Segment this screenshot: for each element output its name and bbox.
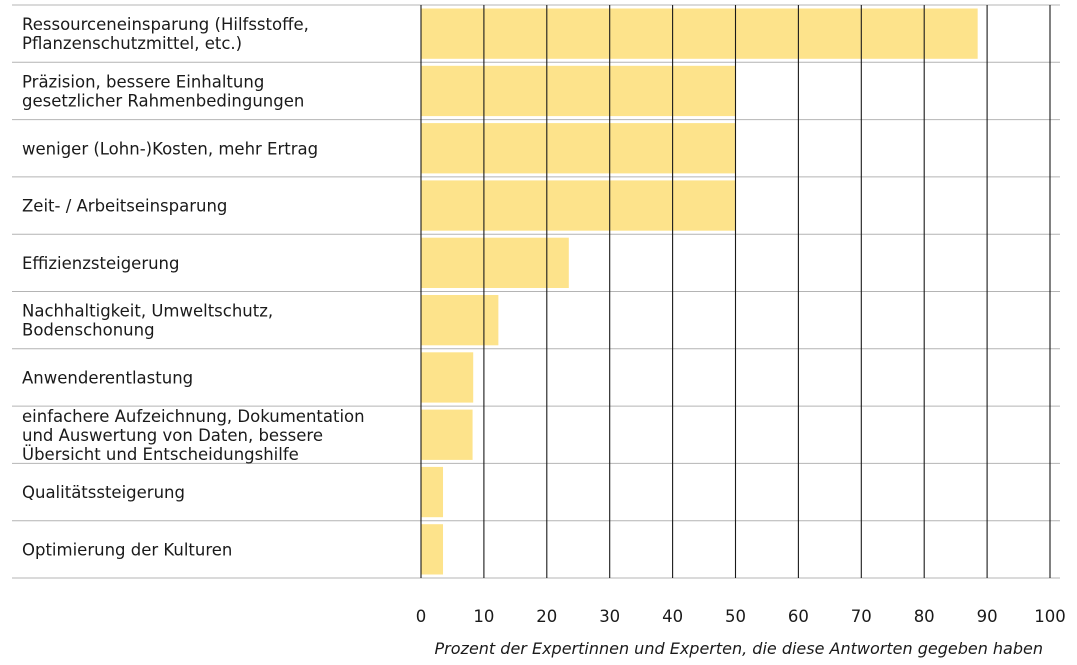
- x-tick-label: 100: [1034, 607, 1066, 626]
- category-label: Effizienzsteigerung: [22, 254, 180, 273]
- x-tick-label: 60: [788, 607, 809, 626]
- bar: [421, 409, 473, 460]
- category-label-line: weniger (Lohn-)Kosten, mehr Ertrag: [22, 139, 318, 158]
- category-label-line: Optimierung der Kulturen: [22, 540, 232, 559]
- category-label-line: Anwenderentlastung: [22, 368, 193, 387]
- x-axis-title: Prozent der Expertinnen und Experten, di…: [435, 639, 1043, 658]
- category-label-line: gesetzlicher Rahmenbedingungen: [22, 91, 304, 110]
- category-label-line: Zeit- / Arbeitseinsparung: [22, 197, 227, 216]
- bar: [421, 123, 736, 174]
- category-label: weniger (Lohn-)Kosten, mehr Ertrag: [22, 139, 318, 158]
- category-label-line: Nachhaltigkeit, Umweltschutz,: [22, 302, 273, 321]
- category-label-line: und Auswertung von Daten, bessere: [22, 426, 323, 445]
- category-labels: Ressourceneinsparung (Hilfsstoffe, Pflanz…: [22, 15, 365, 559]
- bar: [421, 295, 499, 346]
- bar: [421, 524, 444, 575]
- bar: [421, 8, 978, 59]
- category-label: Anwenderentlastung: [22, 368, 193, 387]
- bar: [421, 466, 444, 518]
- x-tick-label: 80: [914, 607, 935, 626]
- x-tick-label: 30: [599, 607, 620, 626]
- bar: [421, 180, 736, 231]
- category-label: einfachere Aufzeichnung, Dokumentation un…: [22, 407, 365, 464]
- x-tick-label: 10: [473, 607, 494, 626]
- bars: [421, 8, 978, 575]
- bar: [421, 65, 736, 117]
- x-tick-label: 20: [536, 607, 557, 626]
- gridlines: [420, 5, 1051, 578]
- category-label-line: Qualitätssteigerung: [22, 483, 185, 502]
- category-label: Zeit- / Arbeitseinsparung: [22, 197, 227, 216]
- row-separators: [12, 4, 1060, 579]
- category-label-line: Ressourceneinsparung (Hilfsstoffe,: [22, 15, 309, 34]
- category-label: Qualitätssteigerung: [22, 483, 185, 502]
- category-label: Ressourceneinsparung (Hilfsstoffe, Pflanz…: [22, 15, 309, 53]
- category-label: Nachhaltigkeit, Umweltschutz, Bodenschonu…: [22, 302, 273, 340]
- bar: [421, 352, 474, 403]
- x-tick-label: 50: [725, 607, 746, 626]
- x-tick-label: 70: [851, 607, 872, 626]
- x-tick-labels: 0 10 20 30 40 50 60 70 80 90 100: [416, 607, 1066, 626]
- category-label-line: einfachere Aufzeichnung, Dokumentation: [22, 407, 365, 426]
- x-tick-label: 40: [662, 607, 683, 626]
- category-label: Optimierung der Kulturen: [22, 540, 232, 559]
- category-label-line: Pflanzenschutzmittel, etc.): [22, 34, 242, 53]
- x-tick-label: 90: [977, 607, 998, 626]
- bar: [421, 237, 569, 288]
- category-label-line: Bodenschonung: [22, 321, 155, 340]
- category-label-line: Präzision, bessere Einhaltung: [22, 72, 264, 91]
- x-tick-label: 0: [416, 607, 427, 626]
- category-label: Präzision, bessere Einhaltung gesetzliche…: [22, 72, 304, 110]
- category-label-line: Übersicht und Entscheidungshilfe: [22, 445, 299, 464]
- category-label-line: Effizienzsteigerung: [22, 254, 180, 273]
